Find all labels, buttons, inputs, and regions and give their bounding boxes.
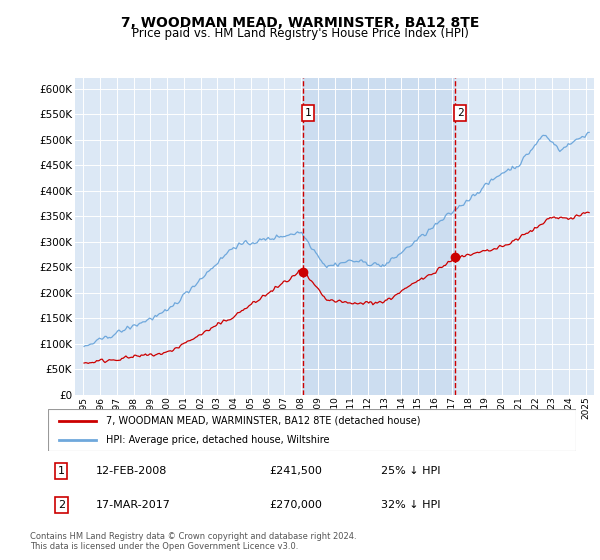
Text: 32% ↓ HPI: 32% ↓ HPI: [380, 500, 440, 510]
Bar: [303, 78, 455, 395]
Text: 7, WOODMAN MEAD, WARMINSTER, BA12 8TE: 7, WOODMAN MEAD, WARMINSTER, BA12 8TE: [121, 16, 479, 30]
Text: Contains HM Land Registry data © Crown copyright and database right 2024.: Contains HM Land Registry data © Crown c…: [30, 532, 356, 541]
Text: 25% ↓ HPI: 25% ↓ HPI: [380, 466, 440, 476]
Text: 2: 2: [58, 500, 65, 510]
Text: 1: 1: [305, 108, 311, 118]
Text: HPI: Average price, detached house, Wiltshire: HPI: Average price, detached house, Wilt…: [106, 435, 329, 445]
Text: 2: 2: [457, 108, 464, 118]
Text: £270,000: £270,000: [270, 500, 323, 510]
Text: 17-MAR-2017: 17-MAR-2017: [95, 500, 170, 510]
Text: This data is licensed under the Open Government Licence v3.0.: This data is licensed under the Open Gov…: [30, 542, 298, 550]
Text: Price paid vs. HM Land Registry's House Price Index (HPI): Price paid vs. HM Land Registry's House …: [131, 27, 469, 40]
Text: £241,500: £241,500: [270, 466, 323, 476]
Text: 12-FEB-2008: 12-FEB-2008: [95, 466, 167, 476]
Text: 7, WOODMAN MEAD, WARMINSTER, BA12 8TE (detached house): 7, WOODMAN MEAD, WARMINSTER, BA12 8TE (d…: [106, 416, 421, 426]
Text: 1: 1: [58, 466, 65, 476]
